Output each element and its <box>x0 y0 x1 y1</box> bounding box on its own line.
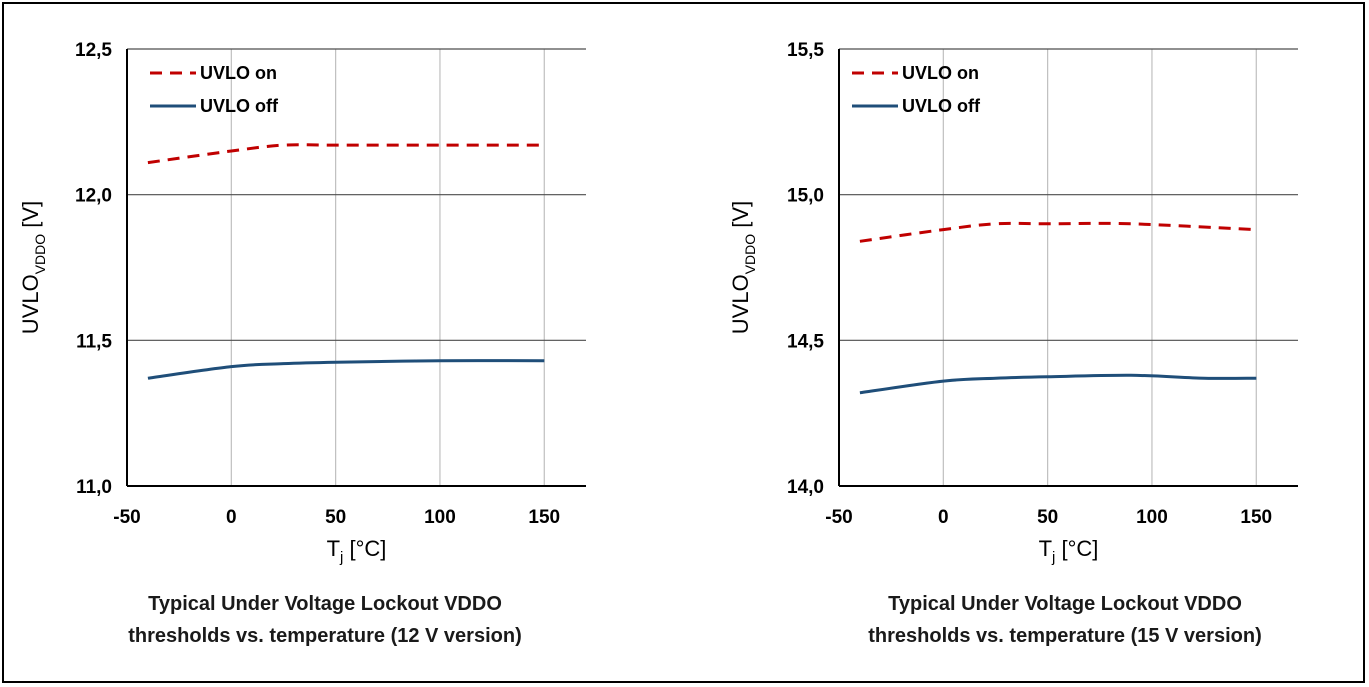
chart-2-caption: Typical Under Voltage Lockout VDDO thres… <box>800 588 1330 652</box>
chart-1-y-tick-label: 11,5 <box>76 331 112 352</box>
chart-2-caption-line2: thresholds vs. temperature (15 V version… <box>868 625 1262 647</box>
chart-2-legend-label: UVLO on <box>902 63 979 83</box>
chart-2-legend-label: UVLO off <box>902 96 981 116</box>
chart-2-x-axis-title: Tj [°C] <box>1039 536 1099 566</box>
chart-1-y-tick-label: 11,0 <box>76 477 112 498</box>
chart-1-x-axis-title: Tj [°C] <box>327 536 387 566</box>
chart-1: -50 0 50 100 150 11,0 11,5 12,0 12,5 Tj [°C] UVLOV… <box>18 40 586 566</box>
chart-2-y-tick-label: 15,5 <box>787 40 824 61</box>
chart-1-x-tick-label: 100 <box>424 507 456 528</box>
chart-2-series-uvlo-off-line <box>859 373 1257 395</box>
chart-1-series-uvlo-off-line <box>147 359 545 380</box>
chart-1-x-tick-label: 150 <box>528 507 560 528</box>
chart-2-x-tick-label: 0 <box>938 507 949 528</box>
chart-2-x-tick-label: 150 <box>1240 507 1272 528</box>
chart-1-legend-label: UVLO on <box>200 63 277 83</box>
chart-2-y-tick-label: 14,5 <box>787 331 824 352</box>
chart-1-y-axis-title: UVLOVDDO [V] <box>18 201 48 334</box>
chart-1-x-tick-label: 50 <box>325 507 346 528</box>
chart-2-y-axis-title: UVLOVDDO [V] <box>728 201 758 334</box>
chart-2-x-tick-label: 50 <box>1037 507 1058 528</box>
chart-1-series-uvlo-on-line <box>147 143 545 165</box>
chart-2-y-tick-label: 14,0 <box>787 477 824 498</box>
chart-1-x-tick-label: -50 <box>113 507 140 528</box>
chart-2-x-tick-label: -50 <box>825 507 852 528</box>
chart-1-caption-line1: Typical Under Voltage Lockout VDDO <box>148 593 502 615</box>
chart-2-caption-line1: Typical Under Voltage Lockout VDDO <box>888 593 1242 615</box>
chart-1-caption-line2: thresholds vs. temperature (12 V version… <box>128 625 522 647</box>
chart-1-y-tick-label: 12,0 <box>75 186 112 207</box>
chart-1-caption: Typical Under Voltage Lockout VDDO thres… <box>60 588 590 652</box>
chart-1-x-tick-label: 0 <box>226 507 237 528</box>
chart-2-x-tick-label: 100 <box>1136 507 1168 528</box>
chart-2: -50 0 50 100 150 14,0 14,5 15,0 15,5 Tj [°C] UVLOV… <box>728 40 1298 566</box>
chart-2-series-uvlo-on-line <box>859 221 1257 243</box>
chart-1-legend-label: UVLO off <box>200 96 279 116</box>
chart-1-y-tick-label: 12,5 <box>75 40 112 61</box>
chart-2-y-tick-label: 15,0 <box>787 186 824 207</box>
